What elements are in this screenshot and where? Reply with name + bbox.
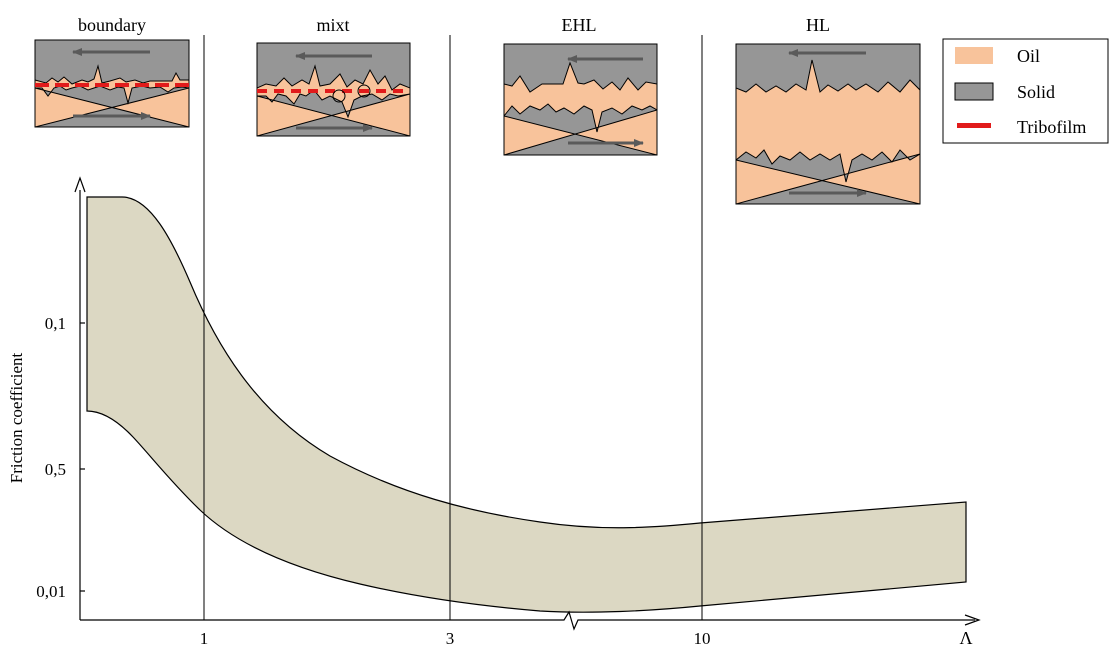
lower-solid-surface	[35, 85, 189, 127]
asperity-contact-icon	[357, 84, 371, 98]
x-axis-arrow-icon	[964, 614, 981, 626]
xtick-label-3: 3	[446, 629, 455, 648]
ytick-label-0.5: 0,5	[45, 460, 66, 479]
inset-hl-lubrication	[735, 43, 921, 205]
inset-frame	[735, 43, 921, 205]
xtick-label-10: 10	[694, 629, 711, 648]
legend: Oil Solid Tribofilm	[942, 38, 1109, 144]
regime-title-ehl: EHL	[562, 15, 597, 35]
legend-swatch-tribofilm	[957, 123, 991, 128]
inset-ehl-lubrication	[503, 43, 658, 156]
ytick-label-0.1: 0,1	[45, 314, 66, 333]
lower-solid-surface	[736, 149, 920, 204]
axes	[74, 176, 981, 631]
upper-solid-surface	[504, 44, 657, 93]
upper-solid-surface	[736, 44, 920, 93]
legend-swatch-solid	[954, 82, 994, 101]
ytick-label-0.01: 0,01	[36, 582, 66, 601]
lower-solid-surface	[257, 89, 410, 136]
y-axis-label: Friction coefficient	[7, 353, 26, 484]
x-axis	[80, 610, 975, 631]
inset-mixed-lubrication	[256, 42, 411, 137]
inset-frame	[503, 43, 658, 156]
xtick-label-1: 1	[200, 629, 209, 648]
legend-label-oil: Oil	[1017, 46, 1040, 66]
upper-solid-surface	[35, 40, 189, 85]
regime-title-hl: HL	[806, 15, 830, 35]
regime-title-boundary: boundary	[78, 15, 146, 35]
legend-label-solid: Solid	[1017, 82, 1055, 102]
legend-label-tribofilm: Tribofilm	[1017, 117, 1086, 137]
y-axis-arrow-icon	[74, 176, 86, 193]
lower-solid-surface	[504, 103, 657, 155]
legend-swatch-oil	[955, 47, 993, 64]
asperity-contact-icon	[332, 89, 346, 103]
regime-dividers	[203, 35, 703, 620]
x-axis-lambda-label: Λ	[959, 628, 972, 648]
friction-band	[86, 196, 967, 613]
inset-boundary-lubrication	[34, 39, 190, 128]
regime-title-mixt: mixt	[316, 15, 349, 35]
